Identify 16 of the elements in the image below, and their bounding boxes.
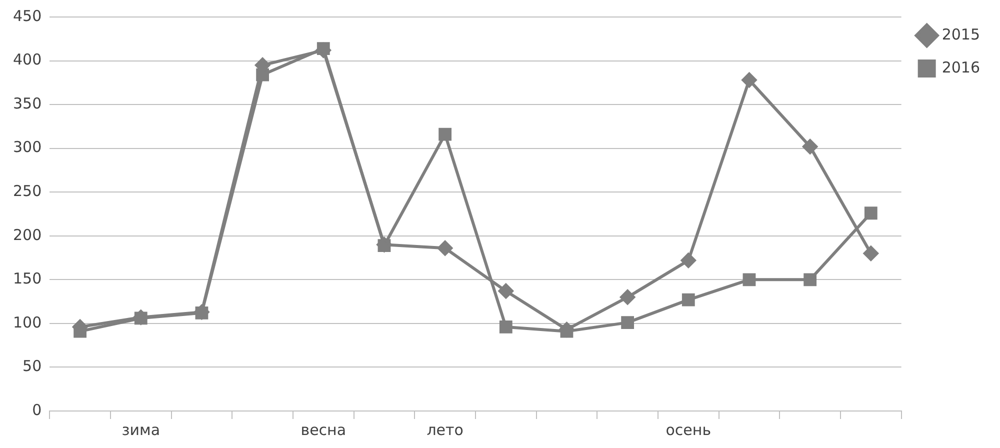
- y-tick-label: 300: [12, 138, 42, 156]
- y-tick-label: 250: [12, 182, 42, 200]
- y-tick-label: 100: [12, 313, 42, 332]
- legend-label: 2016: [942, 58, 980, 76]
- y-tick-label: 50: [22, 357, 42, 376]
- x-tick-label: зима: [122, 420, 160, 439]
- y-tick-label: 400: [12, 50, 42, 69]
- y-tick-label: 450: [12, 6, 42, 25]
- y-tick-label: 200: [12, 226, 42, 244]
- y-tick-label: 0: [32, 400, 42, 419]
- x-tick-label: весна: [300, 420, 346, 439]
- x-tick-label: осень: [666, 420, 712, 439]
- legend-label: 2015: [942, 25, 980, 44]
- x-tick-label: лето: [426, 420, 464, 439]
- y-tick-label: 150: [12, 270, 42, 288]
- y-tick-label: 350: [12, 94, 42, 112]
